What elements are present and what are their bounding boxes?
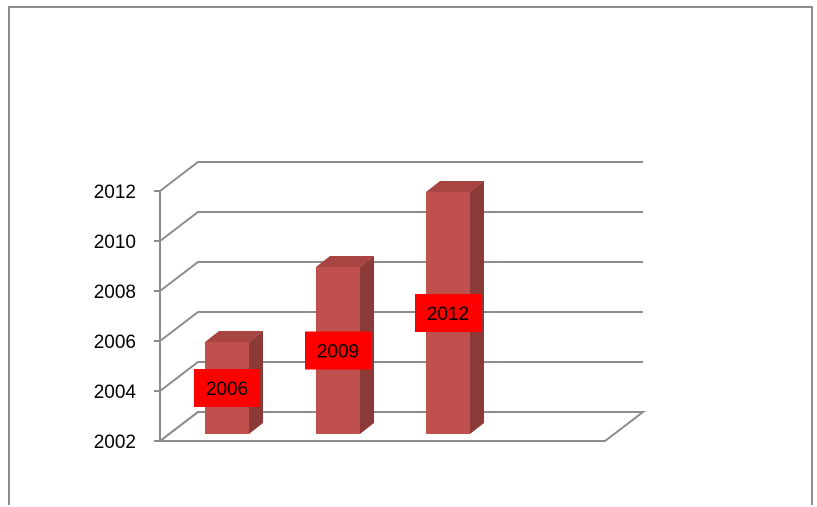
floor (157, 411, 646, 442)
y-tick-label: 2010 (94, 232, 136, 253)
data-label-box (415, 294, 481, 332)
data-label-text: 2006 (206, 379, 248, 400)
gridline (159, 361, 643, 392)
bar-top (205, 331, 263, 342)
data-label-text: 2009 (317, 342, 359, 363)
data-label-text: 2012 (427, 304, 469, 325)
gridline (159, 161, 643, 192)
data-label: 2012 (415, 294, 481, 332)
data-labels: 2006 2009 2012 (194, 294, 481, 407)
y-tick-label: 2004 (94, 382, 137, 403)
y-axis-ticks: 2002 2004 2006 2008 2010 2012 (94, 182, 137, 453)
y-tick-label: 2006 (94, 332, 136, 353)
gridlines (154, 161, 646, 442)
gridline (159, 311, 643, 342)
data-label-box (194, 369, 260, 407)
y-tick-label: 2002 (94, 432, 136, 453)
bar-top (426, 181, 484, 192)
data-label: 2009 (305, 331, 371, 370)
y-tick-label: 2008 (94, 282, 136, 303)
data-label-box (305, 331, 371, 370)
gridline (159, 211, 643, 242)
y-tick-label: 2012 (94, 182, 136, 203)
chart-frame (8, 6, 813, 505)
data-label: 2006 (194, 369, 260, 407)
gridline (159, 261, 643, 292)
bar-top (316, 256, 374, 267)
